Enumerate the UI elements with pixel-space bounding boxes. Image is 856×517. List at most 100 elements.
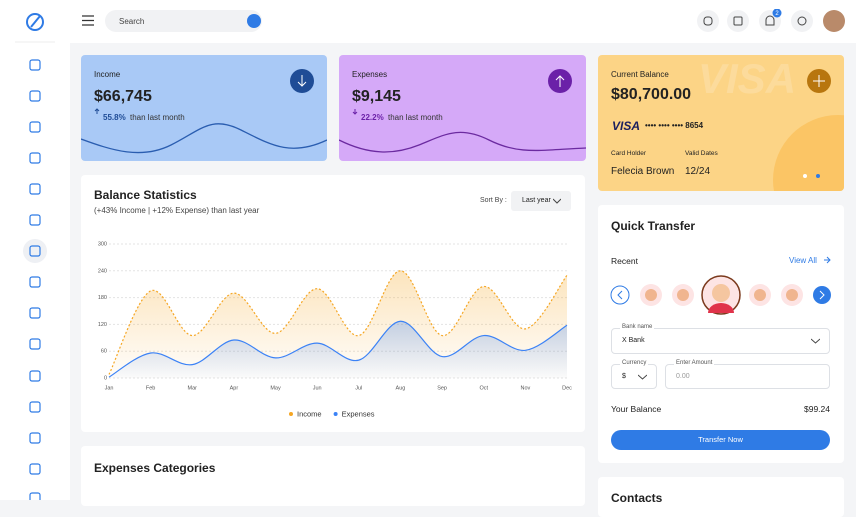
- x-tick-label: Jan: [105, 385, 114, 391]
- area: [109, 321, 567, 378]
- nav-icon[interactable]: [29, 432, 41, 444]
- y-tick-label: 240: [98, 268, 107, 274]
- settings-btn[interactable]: [791, 10, 813, 32]
- expenses-categories-card: Expenses Categories: [81, 446, 585, 506]
- expenses-card: Expenses $9,145 22.2% than last month: [339, 55, 586, 161]
- view-all[interactable]: View All: [789, 256, 817, 265]
- x-tick-label: Feb: [146, 385, 155, 391]
- card-deco: [339, 69, 586, 153]
- nav-icon[interactable]: [29, 214, 41, 226]
- nav-icon[interactable]: [29, 370, 41, 382]
- chart-title: Balance Statistics: [94, 188, 197, 202]
- bank-field[interactable]: Bank name X Bank: [611, 324, 830, 354]
- lang-btn[interactable]: [727, 10, 749, 32]
- balance-label: Your Balance: [611, 404, 662, 414]
- menu-icon[interactable]: [82, 15, 94, 26]
- section-title: Contacts: [611, 491, 663, 505]
- card-deco: [773, 69, 844, 191]
- nav-icon[interactable]: [29, 307, 41, 319]
- theme-btn[interactable]: [697, 10, 719, 32]
- logo[interactable]: [26, 13, 44, 31]
- y-tick-label: 0: [104, 375, 107, 381]
- icon: [703, 16, 713, 26]
- sidebar: [0, 0, 70, 504]
- sort-value: Last year: [522, 197, 551, 204]
- y-tick-label: 60: [101, 349, 107, 355]
- card-label: Current Balance: [611, 70, 669, 79]
- user-avatar[interactable]: [823, 10, 845, 32]
- card-label: Income: [94, 70, 121, 79]
- nav-icon[interactable]: [29, 90, 41, 102]
- field-label: Bank name: [620, 324, 655, 330]
- line: [108, 270, 568, 375]
- legend-marker: [333, 412, 338, 416]
- card-amount: $66,745: [94, 88, 152, 105]
- logo-stroke: [30, 15, 41, 28]
- chevron: [811, 338, 820, 344]
- search-button[interactable]: [247, 14, 261, 28]
- legend-label: Income: [297, 409, 322, 418]
- chart: 0 60 120 180 240 300 Jan Feb Mar Apr May Jun Jul Aug S…: [98, 241, 572, 418]
- nav-icon[interactable]: [29, 121, 41, 133]
- income-card: Income $66,745 55.8% than last month: [81, 55, 327, 161]
- chevron: [553, 198, 561, 204]
- x-tick-label: Jul: [355, 385, 362, 391]
- x-tick-label: Apr: [230, 385, 239, 391]
- nav-icon[interactable]: [29, 492, 41, 504]
- card-note: than last month: [130, 113, 185, 122]
- topbar: Search 2: [70, 0, 856, 43]
- card-brand: VISA: [612, 119, 641, 133]
- visa-watermark: VISA: [698, 55, 797, 102]
- card-number: •••• •••• •••• 8654: [645, 121, 704, 130]
- chart-subtitle: (+43% Income | +12% Expense) than last y…: [94, 206, 260, 215]
- legend-marker: [289, 412, 293, 416]
- search-box[interactable]: Search: [105, 10, 262, 32]
- chevron: [638, 374, 647, 380]
- card-change: 55.8%: [103, 113, 126, 122]
- top-icons: 2: [697, 9, 845, 32]
- nav-icon[interactable]: [29, 152, 41, 164]
- y-tick-label: 180: [98, 295, 107, 301]
- transfer-button[interactable]: Transfer Now: [611, 430, 830, 450]
- prev-btn[interactable]: [610, 285, 630, 305]
- badge-count: 2: [775, 11, 779, 17]
- nav-icon[interactable]: [29, 338, 41, 350]
- field-label: Currency: [620, 360, 649, 366]
- line: [108, 320, 568, 378]
- active-bg: [23, 239, 47, 263]
- card-label: Expenses: [352, 70, 388, 79]
- recent-label: Recent: [611, 256, 638, 266]
- icon: [765, 15, 775, 26]
- valid-date: 12/24: [685, 166, 711, 177]
- y-tick-label: 120: [98, 322, 107, 328]
- sort-label: Sort By :: [480, 197, 507, 204]
- balance-card: VISA Current Balance $80,700.00 VISA •••…: [598, 55, 844, 191]
- balance-value: $99.24: [804, 404, 830, 414]
- nav-icon[interactable]: [29, 401, 41, 413]
- x-tick-label: Sep: [437, 385, 447, 391]
- sidebar-icons: [15, 13, 55, 504]
- y-tick-label: 300: [98, 241, 107, 247]
- nav-icon[interactable]: [29, 276, 41, 288]
- chart-card: 0 60 120 180 240 300 Jan Feb Mar Apr May Jun Jul Aug S…: [81, 175, 585, 432]
- x-tick-label: May: [270, 385, 281, 391]
- field-value: X Bank: [622, 337, 645, 344]
- next-btn[interactable]: [813, 286, 831, 304]
- amount-field[interactable]: Enter Amount 0.00: [665, 360, 830, 389]
- search-placeholder: Search: [119, 17, 145, 26]
- card-note: than last month: [388, 113, 443, 122]
- nav-icon[interactable]: [29, 183, 41, 195]
- nav-icon[interactable]: [29, 59, 41, 71]
- icon: [797, 16, 807, 26]
- quick-transfer-card: Quick Transfer Recent View All Bank name…: [598, 205, 844, 463]
- recent-avatars: [610, 256, 831, 315]
- legend-label: Expenses: [342, 409, 375, 418]
- sort-select[interactable]: Last year: [511, 191, 571, 211]
- x-tick-label: Oct: [479, 385, 488, 391]
- field-placeholder: 0.00: [676, 373, 690, 380]
- x-tick-label: Mar: [188, 385, 198, 391]
- nav-icon[interactable]: [29, 463, 41, 475]
- nav-icon[interactable]: [29, 245, 41, 257]
- currency-field[interactable]: Currency $: [611, 360, 657, 389]
